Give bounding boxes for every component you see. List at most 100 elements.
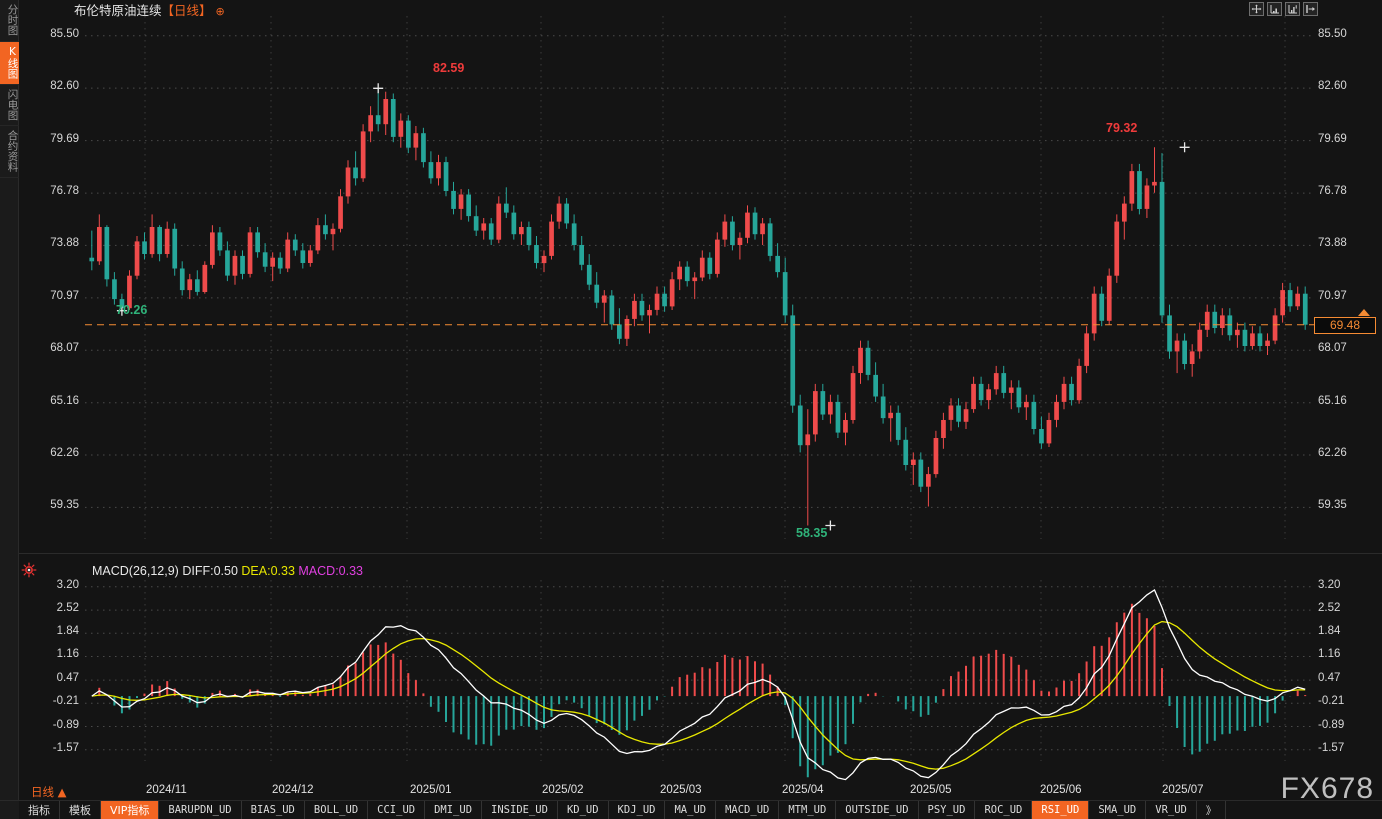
- record-indicator-icon[interactable]: [21, 562, 37, 578]
- macd-axis-label-left: 2.52: [56, 602, 79, 615]
- price-axis-label-left: 85.50: [50, 27, 79, 40]
- date-axis-label: 2025/03: [660, 784, 702, 796]
- date-axis-label: 2024/12: [272, 784, 314, 796]
- macd-macd-value: MACD:0.33: [298, 564, 363, 578]
- toolbar-item-outside-ud[interactable]: OUTSIDE_UD: [836, 801, 919, 819]
- macd-axis-label-right: 2.52: [1318, 602, 1341, 615]
- macd-axis-label-right: -1.57: [1318, 741, 1345, 754]
- macd-diff-value: DIFF:0.50: [182, 564, 238, 578]
- toolbar-item-inside-ud[interactable]: INSIDE_UD: [482, 801, 558, 819]
- last-price-arrow-icon: [1358, 308, 1370, 316]
- high-price-annotation: 79.32: [1106, 121, 1138, 135]
- macd-axis-label-right: -0.21: [1318, 695, 1345, 708]
- price-pane[interactable]: 85.50 85.50 82.60 82.60 79.69 79.69 76.78 76.78…: [19, 0, 1382, 553]
- macd-axis-label-right: -0.89: [1318, 718, 1345, 731]
- toolbar-item-bias-ud[interactable]: BIAS_UD: [242, 801, 305, 819]
- toolbar-item-psy-ud[interactable]: PSY_UD: [919, 801, 976, 819]
- price-axis-label-right: 79.69: [1318, 132, 1347, 145]
- toolbar-left-pad: [0, 801, 19, 819]
- price-axis-label-left: 73.88: [50, 237, 79, 250]
- toolbar-item-[interactable]: 模板: [60, 801, 101, 819]
- price-axis-label-right: 82.60: [1318, 80, 1347, 93]
- price-axis-label-left: 82.60: [50, 80, 79, 93]
- sidebar-item-kline[interactable]: K线图: [0, 41, 19, 85]
- watermark: FX678: [1280, 772, 1374, 805]
- macd-dea-value: DEA:0.33: [241, 564, 295, 578]
- date-axis-label: 2025/05: [910, 784, 952, 796]
- macd-axis-label-left: -0.21: [52, 695, 79, 708]
- sidebar-item-flash[interactable]: 闪电图: [0, 85, 19, 126]
- left-sidebar: 分时图 K线图 闪电图 合约资料: [0, 0, 19, 800]
- toolbar-item-ma-ud[interactable]: MA_UD: [665, 801, 717, 819]
- date-axis-label: 2025/04: [782, 784, 824, 796]
- zoom-vertical-icon[interactable]: [1267, 2, 1282, 16]
- price-axis-label-right: 68.07: [1318, 342, 1347, 355]
- chart-surface[interactable]: 85.50 85.50 82.60 82.60 79.69 79.69 76.78 76.78…: [19, 0, 1382, 800]
- link-circle-icon[interactable]: ⊕: [215, 5, 225, 18]
- toolbar-item-vip[interactable]: VIP指标: [101, 801, 160, 819]
- price-axis-label-right: 85.50: [1318, 27, 1347, 40]
- toolbar-item-sma-ud[interactable]: SMA_UD: [1089, 801, 1147, 819]
- date-axis-label: 2025/01: [410, 784, 452, 796]
- macd-axis-label-left: 1.16: [56, 648, 79, 661]
- price-axis-label-right: 62.26: [1318, 446, 1347, 459]
- sidebar-item-contract-info[interactable]: 合约资料: [0, 126, 19, 178]
- toolbar-item-dmi-ud[interactable]: DMI_UD: [425, 801, 483, 819]
- toolbar-item-macd-ud[interactable]: MACD_UD: [716, 801, 780, 819]
- price-axis-label-right: 65.16: [1318, 394, 1347, 407]
- macd-legend: MACD(26,12,9) DIFF:0.50 DEA:0.33 MACD:0.…: [92, 564, 363, 578]
- price-axis-label-right: 59.35: [1318, 499, 1347, 512]
- low-price-annotation: 58.35: [796, 526, 828, 540]
- toolbar-item-boll-ud[interactable]: BOLL_UD: [305, 801, 369, 819]
- toolbar-item-cci-ud[interactable]: CCI_UD: [368, 801, 426, 819]
- indicator-toolbar[interactable]: 指标 模板 VIP指标 BARUPDN_UD BIAS_UD BOLL_UD CCI_UD D…: [0, 800, 1382, 819]
- chart-title: 布伦特原油连续【日线】 ⊕: [74, 3, 225, 19]
- date-axis: 日线 ▲ 2024/11 2024/12 2025/01 2025/02 2025/03…: [19, 782, 1382, 800]
- macd-axis-label-right: 0.47: [1318, 672, 1341, 685]
- macd-axis-label-left: -0.89: [52, 718, 79, 731]
- date-axis-label: 2024/11: [146, 784, 187, 796]
- toolbar-item-[interactable]: 》: [1197, 801, 1227, 819]
- period-tag[interactable]: 日线 ▲: [31, 785, 67, 799]
- price-axis-label-left: 79.69: [50, 132, 79, 145]
- date-axis-label: 2025/06: [1040, 784, 1082, 796]
- toolbar-item-roc-ud[interactable]: ROC_UD: [975, 801, 1033, 819]
- macd-axis-label-right: 1.16: [1318, 648, 1341, 661]
- macd-axis-label-left: 1.84: [56, 625, 79, 638]
- price-axis-label-left: 76.78: [50, 185, 79, 198]
- price-axis-label-left: 70.97: [50, 289, 79, 302]
- macd-indicator-name: MACD(26,12,9): [92, 564, 179, 578]
- price-axis-label-right: 76.78: [1318, 185, 1347, 198]
- macd-axis-label-right: 3.20: [1318, 578, 1341, 591]
- toolbar-item-vr-ud[interactable]: VR_UD: [1146, 801, 1197, 819]
- last-price-tag[interactable]: 69.48: [1314, 316, 1376, 334]
- price-axis-label-left: 68.07: [50, 342, 79, 355]
- price-candles: [85, 16, 1315, 539]
- toolbar-item-barupdn-ud[interactable]: BARUPDN_UD: [159, 801, 242, 819]
- macd-chart: [85, 580, 1315, 781]
- price-axis-label-right: 73.88: [1318, 237, 1347, 250]
- expand-right-icon[interactable]: [1303, 2, 1318, 16]
- macd-axis-label-left: 3.20: [56, 578, 79, 591]
- low-price-annotation: 70.26: [116, 303, 148, 317]
- date-axis-label: 2025/02: [542, 784, 584, 796]
- price-axis-label-right: 70.97: [1318, 289, 1347, 302]
- toolbar-item-mtm-ud[interactable]: MTM_UD: [779, 801, 837, 819]
- high-price-annotation: 82.59: [433, 61, 465, 75]
- macd-axis-label-left: -1.57: [52, 741, 79, 754]
- macd-pane[interactable]: 3.20 3.20 2.52 2.52 1.84 1.84 1.16 1.16 0.47 0.47…: [19, 553, 1382, 782]
- price-axis-label-left: 59.35: [50, 499, 79, 512]
- toolbar-item-kdj-ud[interactable]: KDJ_UD: [609, 801, 666, 819]
- sidebar-item-timeline[interactable]: 分时图: [0, 0, 19, 42]
- chart-tool-buttons[interactable]: [1249, 2, 1318, 16]
- macd-axis-label-right: 1.84: [1318, 625, 1341, 638]
- price-axis-label-left: 65.16: [50, 394, 79, 407]
- period-label: 【日线】: [161, 3, 212, 18]
- zoom-horizontal-icon[interactable]: [1285, 2, 1300, 16]
- macd-plot-area[interactable]: [85, 554, 1315, 782]
- toolbar-item-kd-ud[interactable]: KD_UD: [558, 801, 609, 819]
- toolbar-item-rsi-ud[interactable]: RSI_UD: [1032, 801, 1090, 819]
- crosshair-move-icon[interactable]: [1249, 2, 1264, 16]
- price-plot-area[interactable]: [85, 0, 1315, 553]
- toolbar-item-[interactable]: 指标: [19, 801, 60, 819]
